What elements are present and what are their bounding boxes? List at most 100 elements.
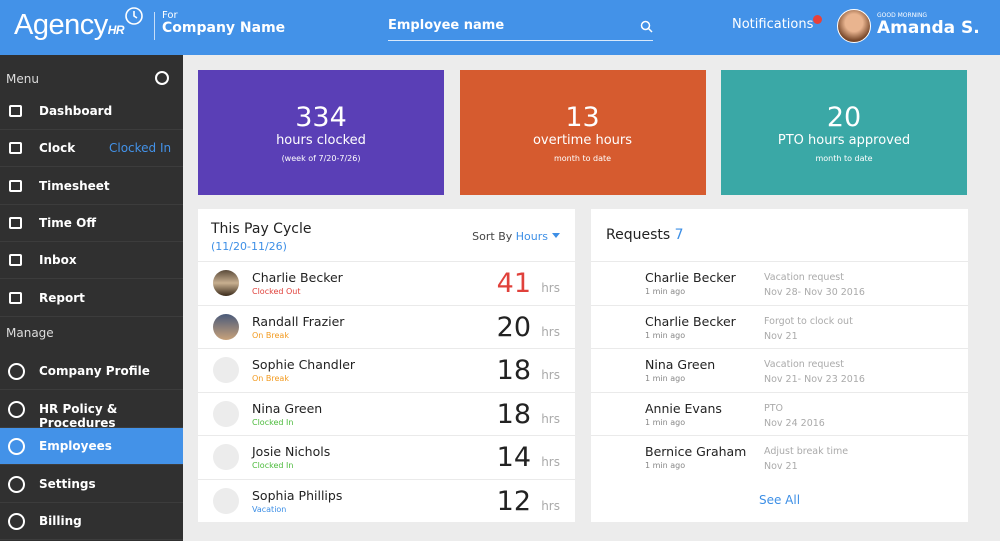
sidebar-item[interactable]: Company Profile (0, 353, 183, 390)
separator (154, 12, 155, 40)
menu-label: Menu (6, 72, 39, 86)
sidebar-item[interactable]: Employees (0, 428, 183, 465)
employee-avatar (213, 487, 239, 514)
see-all-link[interactable]: See All (758, 493, 801, 507)
user-name[interactable]: Amanda S. (877, 18, 980, 38)
notifications[interactable]: Notifications (732, 17, 814, 32)
hours-value: 14 (496, 442, 531, 473)
item-label: Company Profile (39, 364, 150, 378)
sidebar-item[interactable]: Report (0, 280, 183, 317)
user-avatar[interactable] (837, 9, 871, 43)
request-row[interactable]: Nina Green 1 min ago Vacation request Nov 2… (591, 348, 968, 392)
employee-row[interactable]: Sophie Chandler On Break 18 hrs (198, 348, 575, 392)
sidebar-item[interactable]: Timesheet (0, 168, 183, 205)
hours-value: 18 (496, 355, 531, 386)
employee-name: Sophia Phillips (252, 487, 343, 503)
request-row[interactable]: Charlie Becker 1 min ago Vacation request N… (591, 261, 968, 305)
logo-text: Agency (14, 9, 108, 41)
sort-caret (552, 233, 560, 238)
request-date: Nov 24 2016 (764, 417, 825, 429)
employee-avatar (213, 357, 239, 383)
stat-value: 13 (565, 102, 600, 133)
item-label: Settings (39, 476, 96, 491)
request-name: Charlie Becker (645, 270, 736, 285)
employee-status: Vacation (252, 504, 287, 514)
employee-row[interactable]: Randall Frazier On Break 20 hrs (198, 304, 575, 349)
employee-row[interactable]: Sophia Phillips Vacation 12 hrs (198, 478, 575, 523)
request-name: Bernice Graham (645, 444, 747, 459)
stat-card[interactable]: 334 hours clocked (week of 7/20-7/26) (198, 70, 444, 195)
sidebar-item[interactable]: Dashboard (0, 93, 183, 130)
hours-value: 12 (496, 485, 531, 517)
notification-dot (813, 15, 822, 24)
employee-status: On Break (252, 330, 289, 340)
item-status: Clocked In (109, 141, 172, 156)
item-icon (9, 291, 22, 304)
hours-unit: hrs (541, 281, 560, 295)
request-row[interactable]: Charlie Becker 1 min ago Forgot to clock o… (591, 304, 968, 349)
employee-avatar (213, 313, 239, 340)
stat-sub: month to date (553, 154, 612, 163)
request-row[interactable]: Bernice Graham 1 min ago Adjust break time… (591, 435, 968, 479)
employee-row[interactable]: Josie Nichols Clocked In 14 hrs (198, 435, 575, 479)
request-time: 1 min ago (645, 374, 686, 383)
hours-unit: hrs (541, 455, 560, 469)
request-row[interactable]: Annie Evans 1 min ago PTO Nov 24 2016 (591, 391, 968, 436)
sidebar-item[interactable]: Billing (0, 503, 183, 540)
request-date: Nov 21- Nov 23 2016 (764, 374, 865, 385)
item-icon (9, 105, 22, 117)
sidebar: Menu Dashboard Clock Clocked In Timesheet Ti… (0, 55, 183, 541)
collapse-button[interactable] (155, 71, 169, 85)
hours-value: 18 (496, 398, 531, 430)
request-type: Forgot to clock out (764, 315, 853, 327)
item-icon (8, 513, 25, 530)
stat-label: PTO hours approved (777, 133, 911, 148)
sort-control[interactable]: Sort By Hours (472, 230, 560, 243)
sidebar-item[interactable]: Clock Clocked In (0, 130, 183, 168)
request-time: 1 min ago (645, 461, 686, 470)
employee-row[interactable]: Nina Green Clocked In 18 hrs (198, 391, 575, 436)
employee-status: On Break (252, 374, 289, 383)
employee-avatar (213, 400, 239, 427)
sidebar-item[interactable]: HR Policy & Procedures (0, 391, 183, 430)
item-icon (9, 142, 22, 155)
requests-count: 7 (674, 227, 684, 243)
item-label: Employees (39, 439, 112, 453)
header: AgencyHR For Company Name Employee name … (0, 0, 1000, 55)
request-name: Charlie Becker (645, 313, 736, 329)
employee-name: Charlie Becker (252, 270, 343, 285)
company-prefix: For (162, 10, 178, 21)
request-date: Nov 21 (764, 330, 798, 342)
item-icon (8, 363, 25, 380)
sidebar-item[interactable]: Inbox (0, 242, 183, 280)
item-label: HR Policy & Procedures (39, 401, 118, 430)
stat-value: 334 (295, 102, 347, 133)
employee-status: Clocked Out (252, 287, 301, 296)
item-label: Timesheet (39, 178, 110, 193)
panel-title: Requests 7 (606, 227, 684, 243)
item-label: Inbox (39, 253, 77, 268)
panel-title: This Pay Cycle (211, 221, 312, 237)
greeting: GOOD MORNING (877, 12, 928, 19)
search-icon[interactable] (640, 20, 653, 33)
stat-card[interactable]: 20 PTO hours approved month to date (721, 70, 967, 195)
item-icon (8, 438, 25, 455)
employee-row[interactable]: Charlie Becker Clocked Out 41 hrs (198, 261, 575, 305)
sidebar-item[interactable]: Settings (0, 466, 183, 503)
clock-icon (125, 7, 143, 25)
employee-name: Josie Nichols (252, 444, 331, 459)
stat-label: hours clocked (276, 133, 366, 148)
search-box[interactable]: Employee name (388, 14, 653, 41)
stat-sub: month to date (815, 154, 873, 163)
stat-label: overtime hours (532, 133, 633, 148)
logo[interactable]: AgencyHR (14, 6, 144, 42)
sort-value: Hours (515, 230, 548, 243)
request-type: Adjust break time (764, 446, 849, 457)
stat-card[interactable]: 13 overtime hours month to date (459, 70, 706, 195)
sidebar-item[interactable]: Time Off (0, 205, 183, 242)
employee-name: Nina Green (252, 400, 323, 416)
request-name: Nina Green (645, 357, 716, 372)
employee-status: Clocked In (252, 461, 294, 470)
item-icon (9, 179, 22, 192)
